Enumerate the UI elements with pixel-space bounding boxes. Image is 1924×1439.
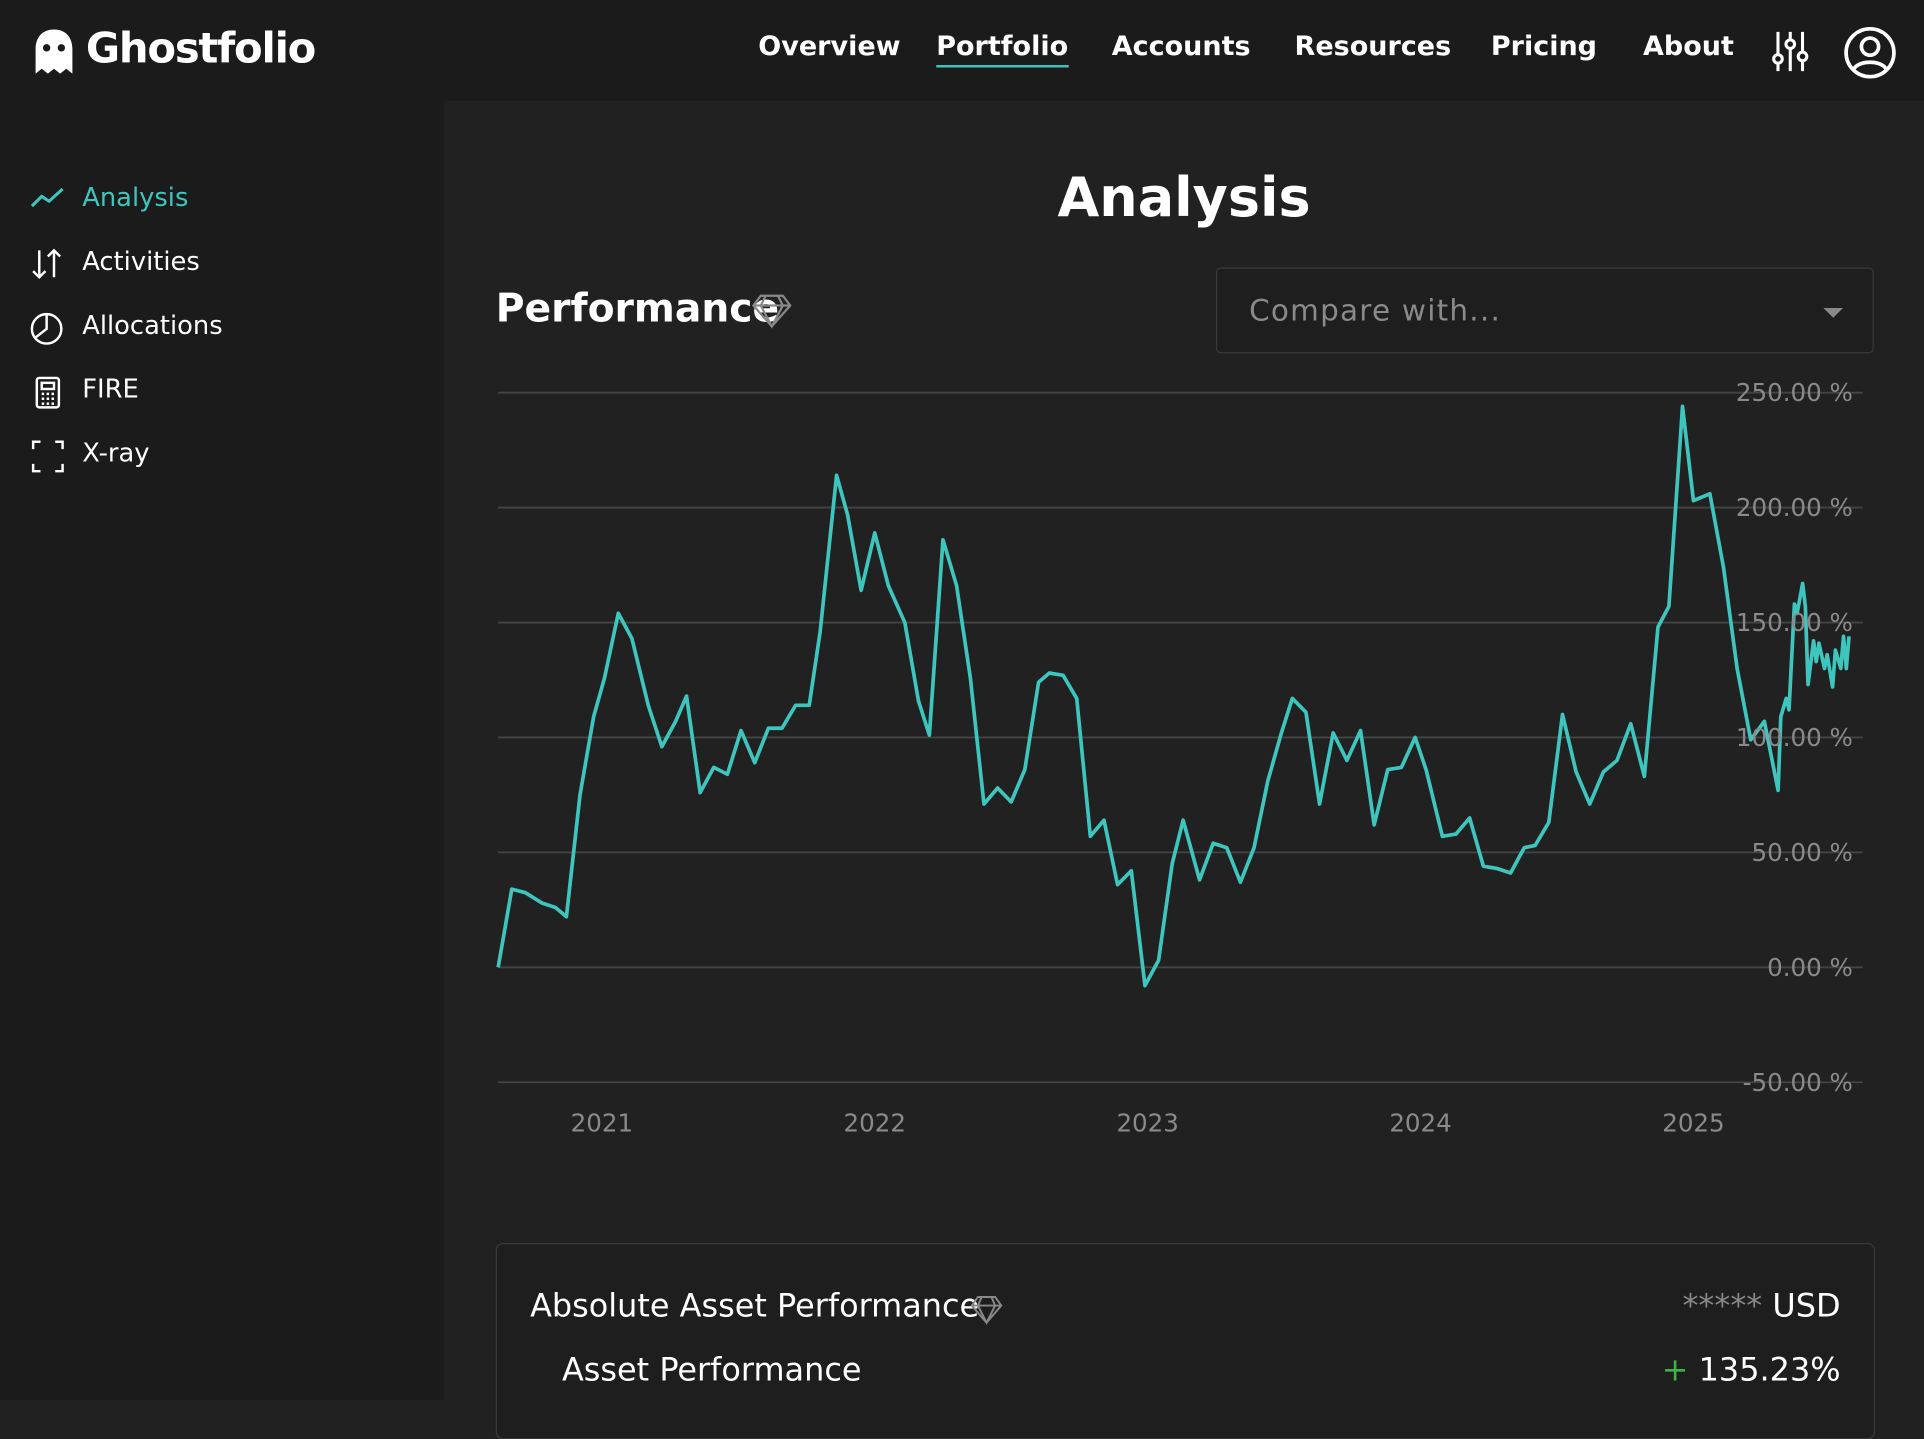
fire-icon — [35, 376, 61, 409]
sidebar-link[interactable]: X-ray — [82, 438, 150, 468]
card-title: Absolute Asset Performance — [530, 1288, 980, 1326]
row-value: + 135.23% — [1662, 1352, 1841, 1389]
y-tick-label: 200.00 % — [1736, 493, 1853, 522]
dropdown-arrow — [1823, 307, 1844, 318]
nav-link[interactable]: Portfolio — [936, 32, 1069, 68]
x-tick-label: 2024 — [1389, 1108, 1451, 1137]
x-tick-label: 2022 — [844, 1108, 906, 1137]
y-tick-label: 100.00 % — [1736, 723, 1853, 752]
premium-icon — [751, 294, 792, 329]
user-icon[interactable] — [1843, 26, 1897, 80]
summary-card: Absolute Asset Performance ***** USD Ass… — [495, 1242, 1875, 1439]
settings-icon[interactable] — [1772, 29, 1809, 73]
row-label: Asset Performance — [561, 1352, 862, 1390]
nav-link[interactable]: About — [1643, 31, 1734, 63]
y-tick-label: 150.00 % — [1736, 608, 1853, 637]
xray-icon — [31, 440, 64, 473]
y-tick-label: 50.00 % — [1751, 838, 1852, 867]
x-tick-label: 2021 — [571, 1108, 633, 1137]
chart: 2021 2022 2023 2024 2025 -50.00 % 0.00 % 50.00 … — [496, 378, 1863, 1137]
x-tick-label: 2023 — [1116, 1108, 1178, 1137]
percent-value: 135.23% — [1698, 1352, 1841, 1390]
compare-dropdown[interactable]: Compare with... — [1215, 267, 1874, 354]
activities-icon — [32, 248, 61, 280]
premium-icon — [970, 1295, 1003, 1325]
masked-value: ***** — [1682, 1288, 1763, 1326]
sidebar-link[interactable]: Activities — [82, 246, 200, 277]
performance-line — [496, 404, 1851, 988]
sidebar-link[interactable]: Allocations — [82, 310, 223, 340]
y-tick-label: 250.00 % — [1736, 378, 1853, 407]
sidebar-link[interactable]: Analysis — [82, 182, 189, 213]
sidebar-link[interactable]: FIRE — [82, 374, 139, 404]
nav-link[interactable]: Accounts — [1111, 31, 1251, 63]
nav-link[interactable]: Pricing — [1490, 31, 1598, 63]
currency: USD — [1772, 1288, 1841, 1326]
sign: + — [1661, 1352, 1689, 1390]
y-tick-label: 0.00 % — [1767, 953, 1853, 982]
x-tick-label: 2025 — [1662, 1108, 1724, 1137]
nav-link[interactable]: Overview — [758, 31, 901, 63]
dropdown-placeholder: Compare with... — [1249, 293, 1502, 328]
logo-icon — [35, 29, 73, 74]
page-title: Analysis — [1057, 166, 1311, 230]
brand[interactable]: Ghostfolio — [85, 24, 316, 74]
header: Ghostfolio Overview Portfolio Accounts R… — [0, 0, 1924, 101]
sidebar: Analysis Activities Allocations FIRE X-r… — [0, 100, 445, 1401]
analysis-icon — [30, 187, 64, 208]
chart-title: Performance — [495, 284, 780, 332]
nav-link[interactable]: Resources — [1294, 31, 1452, 63]
card-amount: ***** USD — [1682, 1288, 1840, 1325]
y-tick-label: -50.00 % — [1743, 1068, 1853, 1097]
allocations-icon — [30, 312, 63, 345]
